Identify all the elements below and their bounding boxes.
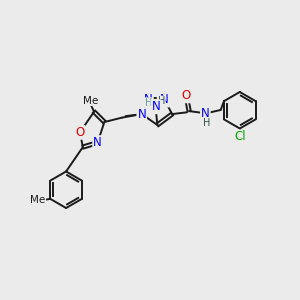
Text: H: H xyxy=(158,96,165,106)
Text: O: O xyxy=(75,126,85,139)
Text: N: N xyxy=(201,107,210,120)
Text: N: N xyxy=(144,93,153,106)
Text: O: O xyxy=(182,89,191,102)
Text: N: N xyxy=(93,136,102,149)
Text: Cl: Cl xyxy=(234,130,246,143)
Text: Me: Me xyxy=(83,95,98,106)
Text: H: H xyxy=(203,118,211,128)
Text: H: H xyxy=(145,98,152,108)
Text: N: N xyxy=(152,100,160,113)
Text: N: N xyxy=(160,93,169,106)
Text: Me: Me xyxy=(30,195,46,205)
Text: N: N xyxy=(137,108,146,121)
